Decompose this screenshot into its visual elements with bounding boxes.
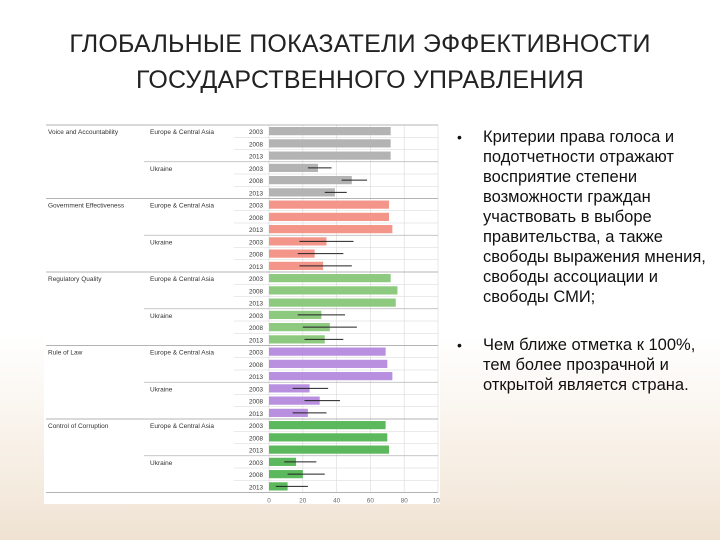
year-label: 2008: [249, 215, 264, 222]
year-label: 2008: [249, 252, 264, 259]
region-label: Europe & Central Asia: [150, 350, 214, 357]
data-bar: [269, 249, 315, 258]
data-bar: [269, 163, 319, 172]
indicator-label: Control of Corruption: [48, 423, 109, 430]
year-label: 2003: [249, 350, 264, 357]
year-label: 2003: [249, 386, 264, 393]
bullet-item-1: • Критерии права голоса и подотчетности …: [456, 127, 714, 307]
region-label: Europe & Central Asia: [150, 423, 214, 430]
year-label: 2013: [249, 337, 264, 344]
region-label: Europe & Central Asia: [150, 129, 214, 136]
data-bar: [269, 433, 388, 442]
year-label: 2013: [249, 190, 264, 197]
data-bar: [269, 372, 393, 381]
indicator-label: Rule of Law: [48, 350, 83, 357]
indicator-label: Government Effectiveness: [48, 203, 125, 210]
slide-title: ГЛОБАЛЬНЫЕ ПОКАЗАТЕЛИ ЭФФЕКТИВНОСТИ ГОСУ…: [0, 26, 720, 98]
data-bar: [269, 298, 396, 307]
data-bar: [269, 310, 322, 319]
year-label: 2003: [249, 423, 264, 430]
year-label: 2008: [249, 362, 264, 369]
data-bar: [269, 445, 389, 454]
governance-indicators-chart: Voice and Accountability Europe & Central…: [44, 121, 440, 504]
year-label: 2008: [249, 472, 264, 479]
data-bar: [269, 335, 325, 344]
year-label: 2013: [249, 227, 264, 234]
year-label: 2003: [249, 239, 264, 246]
bullet-list: • Критерии права голоса и подотчетности …: [456, 127, 714, 395]
title-line-1: ГЛОБАЛЬНЫЕ ПОКАЗАТЕЛИ ЭФФЕКТИВНОСТИ: [69, 30, 651, 58]
data-bar: [269, 237, 327, 246]
x-tick-label: 80: [401, 498, 409, 505]
data-bar: [269, 457, 297, 466]
region-label: Europe & Central Asia: [150, 203, 214, 210]
year-label: 2013: [249, 484, 264, 491]
region-label: Europe & Central Asia: [150, 276, 214, 283]
data-bar: [269, 200, 389, 209]
x-tick-label: 20: [299, 498, 307, 505]
data-bar: [269, 347, 386, 356]
data-bar: [269, 151, 391, 160]
year-label: 2003: [249, 313, 264, 320]
title-line-2: ГОСУДАРСТВЕННОГО УПРАВЛЕНИЯ: [136, 66, 584, 94]
bullet-item-2: • Чем ближе отметка к 100%, тем более пр…: [456, 335, 714, 395]
year-label: 2003: [249, 129, 264, 136]
year-label: 2003: [249, 166, 264, 173]
year-label: 2008: [249, 288, 264, 295]
year-label: 2008: [249, 141, 264, 148]
year-label: 2003: [249, 460, 264, 467]
year-label: 2013: [249, 154, 264, 161]
data-bar: [269, 225, 393, 234]
year-label: 2013: [249, 301, 264, 308]
bullet-text-1: Критерии права голоса и подотчетности от…: [483, 128, 706, 306]
year-label: 2013: [249, 411, 264, 418]
data-bar: [269, 212, 389, 221]
year-label: 2008: [249, 399, 264, 406]
data-bar: [269, 188, 335, 197]
region-label: Ukraine: [150, 166, 173, 173]
region-label: Ukraine: [150, 386, 173, 393]
year-label: 2013: [249, 374, 264, 381]
x-tick-label: 0: [267, 498, 271, 505]
indicator-label: Regulatory Quality: [48, 276, 102, 283]
year-label: 2003: [249, 203, 264, 210]
year-label: 2008: [249, 325, 264, 332]
data-bar: [269, 176, 352, 185]
x-tick-label: 100: [433, 498, 440, 505]
x-tick-label: 40: [333, 498, 341, 505]
data-bar: [269, 261, 324, 270]
data-bar: [269, 139, 391, 148]
data-bar: [269, 359, 388, 368]
bullet-text-2: Чем ближе отметка к 100%, тем более проз…: [483, 336, 696, 394]
year-label: 2008: [249, 435, 264, 442]
x-tick-label: 60: [367, 498, 375, 505]
data-bar: [269, 286, 398, 295]
bullet-dot-icon: •: [457, 337, 462, 353]
data-bar: [269, 274, 391, 283]
data-bar: [269, 421, 386, 430]
region-label: Ukraine: [150, 460, 173, 467]
data-bar: [269, 470, 303, 479]
year-label: 2013: [249, 448, 264, 455]
chart-svg: Voice and Accountability Europe & Central…: [46, 124, 440, 505]
data-bar: [269, 396, 320, 405]
indicator-label: Voice and Accountability: [48, 129, 119, 136]
bullet-dot-icon: •: [457, 129, 462, 145]
year-label: 2008: [249, 178, 264, 185]
data-bar: [269, 323, 330, 332]
year-label: 2003: [249, 276, 264, 283]
year-label: 2013: [249, 264, 264, 271]
region-label: Ukraine: [150, 239, 173, 246]
region-label: Ukraine: [150, 313, 173, 320]
data-bar: [269, 408, 308, 417]
data-bar: [269, 127, 391, 136]
data-bar: [269, 384, 310, 393]
